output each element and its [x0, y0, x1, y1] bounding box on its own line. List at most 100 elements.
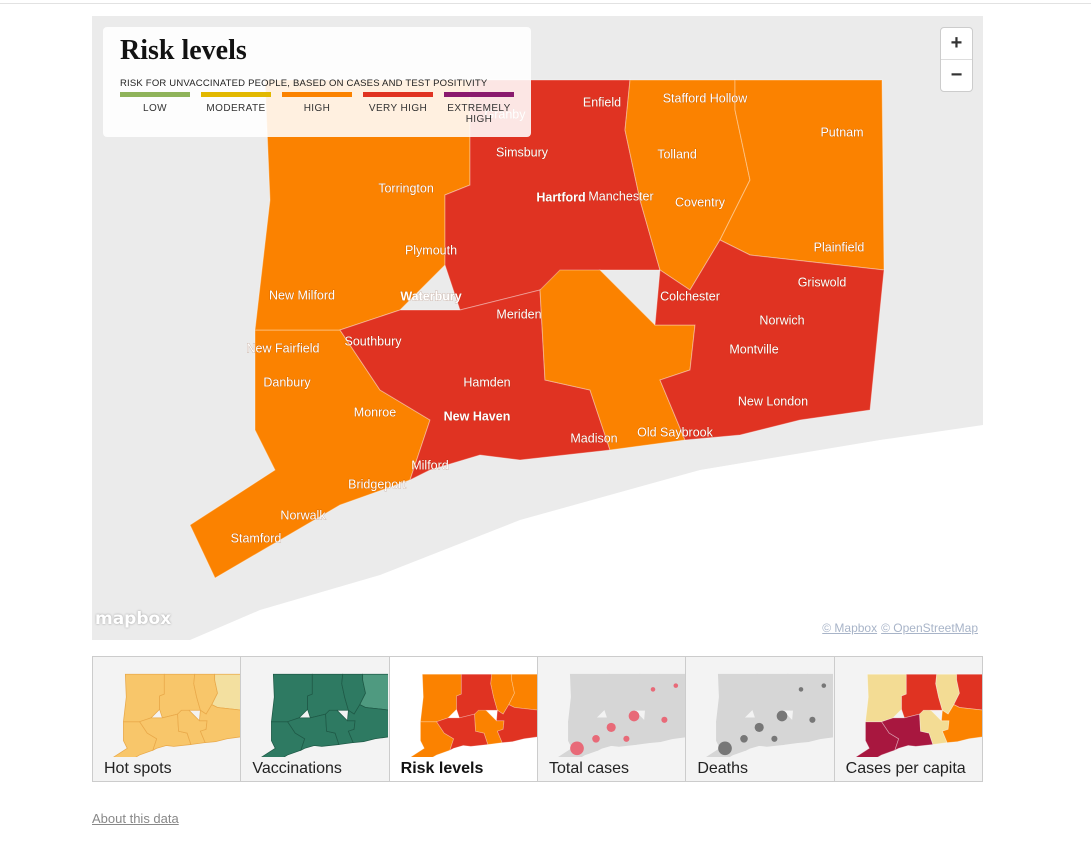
tab-label: Vaccinations [252, 760, 342, 777]
town-label: Stamford [231, 531, 282, 545]
map-tab[interactable]: Cases per capita [834, 657, 982, 781]
town-label: Meriden [496, 307, 541, 321]
legend-item: EXTREMELY HIGH [444, 92, 514, 125]
map-title: Risk levels [120, 35, 247, 66]
town-label: Enfield [583, 95, 621, 109]
thumbnail-county [271, 673, 314, 723]
thumbnail-map [854, 673, 982, 757]
county [654, 239, 885, 441]
thumbnail-dot [776, 710, 788, 722]
thumbnail-dot [592, 735, 600, 743]
thumbnail-map [558, 673, 685, 757]
thumbnail-map [706, 673, 834, 757]
about-link[interactable]: About this data [92, 811, 179, 826]
map-tab[interactable]: Risk levels [389, 657, 538, 781]
legend-label: VERY HIGH [368, 103, 428, 114]
thumbnail-county [419, 673, 462, 723]
map-tab[interactable]: Total cases [537, 657, 687, 781]
thumbnail-dot [821, 683, 827, 688]
map-tab[interactable]: Vaccinations [241, 657, 390, 781]
thumbnail-county [716, 673, 758, 723]
legend-swatch [120, 92, 190, 97]
legend-item: VERY HIGH [363, 92, 433, 114]
tab-thumbnail [558, 673, 685, 757]
town-label: Montville [729, 342, 778, 356]
town-label: Plainfield [814, 240, 865, 254]
mapbox-link[interactable]: © Mapbox [822, 621, 878, 635]
top-rule [0, 0, 1091, 4]
thumbnail-map [261, 673, 389, 757]
tab-thumbnail [854, 673, 982, 757]
town-label: Griswold [798, 275, 847, 289]
tab-thumbnail [409, 673, 537, 757]
tab-thumbnail [706, 673, 834, 757]
thumbnail-dot [628, 710, 640, 722]
thumbnail-county [495, 704, 537, 744]
mapbox-logo[interactable]: mapbox [95, 609, 172, 629]
thumbnail-county [123, 673, 165, 723]
town-label: Stafford Hollow [663, 91, 749, 105]
thumbnail-dot [771, 735, 778, 742]
thumbnail-county [854, 721, 899, 757]
thumbnail-county [409, 721, 454, 757]
tab-label: Risk levels [400, 760, 484, 777]
legend-label: LOW [143, 103, 167, 114]
thumbnail-county [940, 704, 982, 744]
town-label: Norwich [759, 313, 804, 327]
thumbnail-dot [623, 735, 630, 742]
map-tab[interactable]: Hot spots [93, 657, 242, 781]
town-label: Monroe [354, 405, 396, 419]
legend-label: MODERATE [206, 103, 266, 114]
zoom-out[interactable]: − [941, 59, 972, 91]
town-label: Milford [411, 458, 449, 472]
map-tabs: Hot spots Vaccinations Risk levels Total ca… [92, 656, 983, 782]
town-label: Manchester [588, 189, 653, 203]
thumbnail-county [644, 704, 685, 744]
osm-link[interactable]: © OpenStreetMap [881, 621, 978, 635]
town-label: Danbury [263, 375, 311, 389]
town-label: Old Saybrook [637, 425, 713, 439]
town-label: New Fairfield [247, 341, 320, 355]
thumbnail-county [864, 673, 907, 723]
thumbnail-map [113, 673, 240, 757]
legend-swatch [282, 92, 352, 97]
county [189, 329, 431, 579]
town-label: Simsbury [496, 145, 549, 159]
town-label: New Milford [269, 288, 335, 302]
legend-item: HIGH [282, 92, 352, 114]
town-label: Waterbury [400, 289, 461, 303]
town-label: New London [738, 394, 808, 408]
thumbnail-dot [754, 722, 765, 732]
legend-item: LOW [120, 92, 190, 114]
thumbnail-county [568, 673, 610, 723]
thumbnail-dot [661, 716, 668, 723]
town-label: Colchester [660, 289, 720, 303]
long-island-sound [190, 425, 983, 640]
tab-thumbnail [113, 673, 240, 757]
town-label: Torrington [378, 181, 434, 195]
thumbnail-dot [570, 741, 584, 756]
legend-swatch [201, 92, 271, 97]
town-label: Norwalk [280, 508, 326, 522]
legend-panel: Risk levels RISK FOR UNVACCINATED PEOPLE… [103, 27, 531, 137]
thumbnail-dot [673, 683, 679, 688]
zoom-in[interactable]: + [950, 32, 963, 54]
legend-item: MODERATE [201, 92, 271, 114]
thumbnail-county [199, 704, 240, 744]
legend-label: EXTREMELY HIGH [447, 103, 511, 125]
town-label: Southbury [345, 334, 403, 348]
thumbnail-dot [809, 716, 816, 723]
map-tab[interactable]: Deaths [686, 657, 835, 781]
thumbnail-county [347, 704, 389, 744]
tab-label: Total cases [548, 760, 630, 777]
thumbnail-dot [718, 741, 733, 756]
tab-label: Hot spots [104, 760, 172, 777]
thumbnail-dot [799, 687, 804, 692]
tab-thumbnail [261, 673, 389, 757]
thumbnail-dot [740, 735, 749, 743]
map: GranbyEnfieldStafford HollowPutnamSimsbu… [92, 16, 983, 640]
zoom-control: + − [940, 27, 973, 92]
town-label: Madison [570, 431, 617, 445]
town-label: Hartford [536, 190, 585, 204]
thumbnail-map [409, 673, 537, 757]
